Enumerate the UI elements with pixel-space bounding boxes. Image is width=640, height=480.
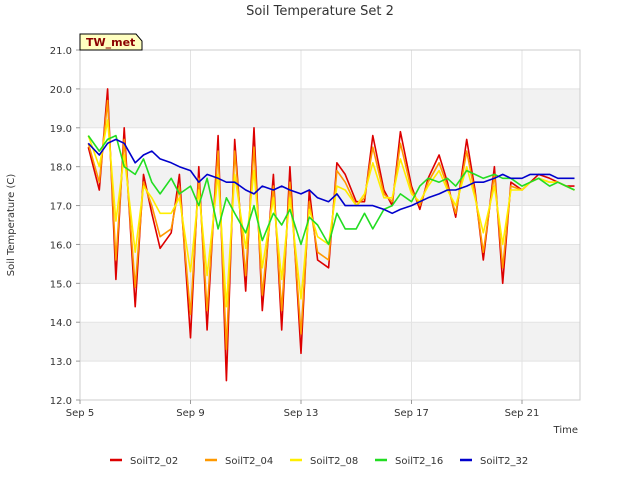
station-badge: TW_met: [79, 33, 143, 51]
y-axis-ticks: 12.0 13.0 14.0 15.0 16.0 17.0 18.0 19.0 20.0 21.0: [50, 46, 80, 407]
grid-lines: [79, 49, 581, 401]
y-tick-label: 18.0: [50, 163, 72, 174]
legend: SoilT2_02 SoilT2_04 SoilT2_08 SoilT2_16 Soil…: [110, 456, 528, 467]
plot-border: [79, 49, 581, 401]
legend-label-soilt2-02: SoilT2_02: [130, 456, 178, 467]
chart-title: Soil Temperature Set 2: [246, 4, 394, 19]
series-lines: [87, 88, 575, 382]
series-line-soilt2-16: [87, 134, 575, 246]
y-tick-label: 13.0: [50, 357, 72, 368]
plot-area: [80, 50, 580, 400]
legend-label-soilt2-32: SoilT2_32: [480, 456, 528, 467]
plot-band: [80, 322, 580, 362]
y-tick-label: 15.0: [50, 279, 72, 290]
y-tick-label: 12.0: [50, 396, 72, 407]
legend-label-soilt2-16: SoilT2_16: [395, 456, 443, 467]
y-tick-label: 17.0: [50, 202, 72, 213]
x-axis-ticks: Sep 5 Sep 9 Sep 13 Sep 17 Sep 21: [66, 400, 540, 419]
y-tick-label: 16.0: [50, 240, 72, 251]
series-line-soilt2-32: [87, 138, 575, 215]
y-tick-label: 19.0: [50, 124, 72, 135]
y-axis-label: Soil Temperature (C): [6, 174, 17, 277]
x-tick-label: Sep 9: [176, 408, 204, 419]
x-tick-label: Sep 5: [66, 408, 94, 419]
series-line-soilt2-08: [87, 119, 575, 308]
plot-band: [80, 88, 580, 128]
y-tick-label: 14.0: [50, 318, 72, 329]
x-axis-label: Time: [553, 425, 578, 436]
y-tick-label: 21.0: [50, 46, 72, 57]
legend-label-soilt2-08: SoilT2_08: [310, 456, 358, 467]
station-badge-label: TW_met: [86, 36, 135, 49]
x-tick-label: Sep 21: [505, 408, 540, 419]
station-badge-box: [79, 33, 143, 51]
y-tick-label: 20.0: [50, 85, 72, 96]
x-tick-label: Sep 13: [284, 408, 319, 419]
x-tick-label: Sep 17: [394, 408, 429, 419]
legend-label-soilt2-04: SoilT2_04: [225, 456, 273, 467]
